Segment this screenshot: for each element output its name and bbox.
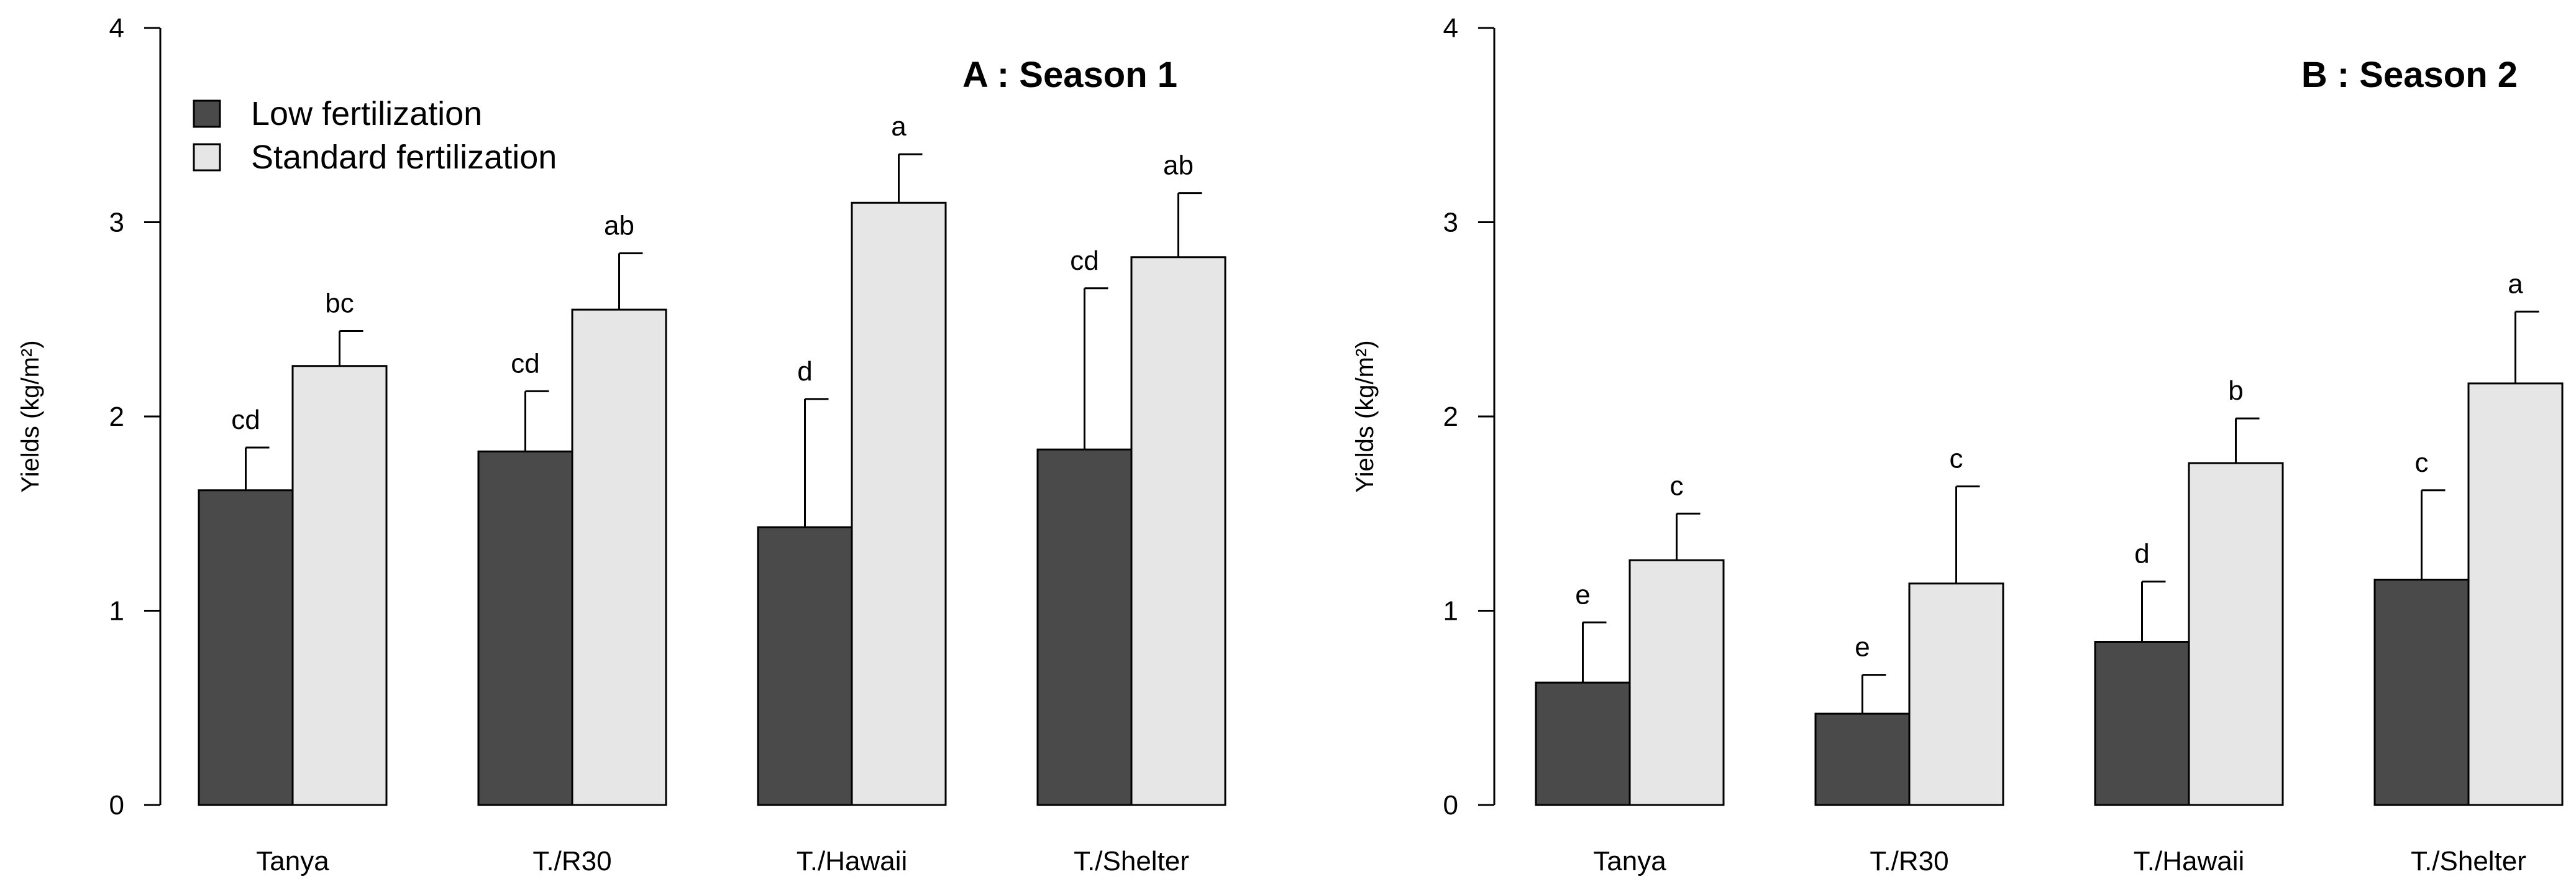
significance-label: a: [891, 111, 907, 142]
significance-label: e: [1855, 632, 1870, 663]
category-label: T./Shelter: [1074, 846, 1189, 876]
y-tick-label: 1: [1443, 596, 1458, 627]
bar-standard-2: [2188, 462, 2284, 806]
bar-standard-1: [571, 308, 667, 806]
significance-label: a: [2508, 269, 2523, 299]
significance-label: cd: [511, 348, 539, 379]
y-tick-label: 0: [1443, 790, 1458, 821]
y-tick-label: 3: [1443, 208, 1458, 238]
bar-low-0: [198, 489, 294, 806]
significance-label: ab: [604, 211, 634, 241]
category-label: T./Shelter: [2411, 846, 2526, 876]
category-label: Tanya: [1593, 846, 1666, 876]
significance-label: b: [2228, 375, 2243, 406]
panel-season-1: 0 1 2 3 4 Yields (kg/m²) A : Season 1 cd bc Tanya…: [17, 13, 1226, 876]
bar-low-2: [757, 526, 853, 806]
panel-season-2: 0 1 2 3 4 Yields (kg/m²) B : Season 2 e c Tanya e c…: [1351, 13, 2564, 876]
legend-swatch: [193, 99, 221, 128]
y-tick-label: 1: [109, 596, 124, 627]
category-label: Tanya: [256, 846, 329, 876]
category-label: T./Hawaii: [797, 846, 908, 876]
y-tick-label: 2: [109, 402, 124, 432]
panel-title: B : Season 2: [2301, 55, 2518, 95]
significance-label: c: [1670, 471, 1684, 501]
bar-low-3: [1036, 448, 1133, 806]
bar-low-1: [477, 450, 573, 806]
significance-label: c: [2415, 448, 2429, 478]
bar-low-2: [2094, 641, 2190, 806]
significance-label: d: [797, 356, 812, 387]
panel-title: A : Season 1: [962, 55, 1177, 95]
category-label: T./R30: [1870, 846, 1948, 876]
significance-label: ab: [1163, 150, 1194, 181]
bar-standard-2: [851, 201, 947, 806]
bar-low-3: [2373, 579, 2470, 806]
significance-label: e: [1575, 579, 1590, 610]
category-label: T./Hawaii: [2134, 846, 2245, 876]
bar-standard-0: [1628, 559, 1725, 806]
y-tick-label: 4: [1443, 13, 1458, 44]
y-axis-label: Yields (kg/m²): [1351, 340, 1379, 492]
y-tick-label: 0: [109, 790, 124, 821]
y-axis-label: Yields (kg/m²): [17, 340, 44, 492]
bar-standard-1: [1908, 582, 2004, 806]
legend-label: Standard fertilization: [251, 139, 557, 176]
bar-standard-3: [1130, 256, 1226, 806]
significance-label: cd: [231, 405, 260, 435]
significance-label: bc: [325, 288, 354, 319]
bar-low-0: [1535, 681, 1631, 806]
bar-standard-0: [291, 365, 388, 806]
legend-swatch: [193, 143, 221, 172]
y-tick-label: 3: [109, 208, 124, 238]
bar-standard-3: [2467, 382, 2564, 806]
category-label: T./R30: [532, 846, 611, 876]
bar-low-1: [1814, 712, 1911, 806]
significance-label: c: [1950, 444, 1963, 474]
y-tick-label: 4: [109, 13, 124, 44]
legend-label: Low fertilization: [251, 95, 482, 132]
significance-label: cd: [1070, 246, 1098, 276]
legend: Low fertilization Standard fertilization: [193, 95, 557, 176]
y-tick-label: 2: [1443, 402, 1458, 432]
significance-label: d: [2134, 539, 2149, 569]
